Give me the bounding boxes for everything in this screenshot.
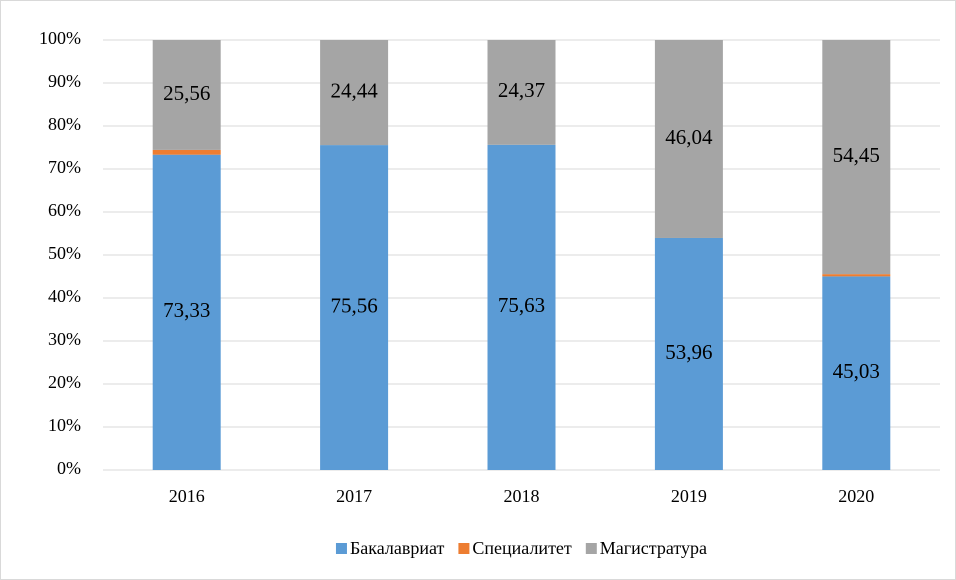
- data-label: 25,56: [163, 81, 210, 105]
- y-tick-label: 20%: [48, 372, 81, 392]
- data-label: 73,33: [163, 298, 210, 322]
- data-label: 46,04: [665, 125, 713, 149]
- x-tick-label: 2018: [504, 486, 540, 506]
- bar-segment: [654, 237, 723, 470]
- y-tick-label: 80%: [48, 114, 81, 134]
- x-tick-label: 2016: [169, 486, 205, 506]
- y-tick-label: 30%: [48, 329, 81, 349]
- y-tick-label: 40%: [48, 286, 81, 306]
- y-tick-label: 50%: [48, 243, 81, 263]
- data-label: 24,44: [330, 78, 378, 102]
- bar-segment: [822, 276, 891, 470]
- data-label: 54,45: [833, 143, 880, 167]
- legend-label: Магистратура: [600, 538, 707, 558]
- legend-swatch: [585, 543, 597, 554]
- bar-segment: [822, 40, 891, 275]
- y-tick-label: 0%: [57, 458, 81, 478]
- legend-swatch: [458, 543, 470, 554]
- x-tick-label: 2019: [671, 486, 707, 506]
- x-tick-label: 2017: [336, 486, 372, 506]
- bar-segment: [654, 40, 723, 238]
- legend-label: Специалитет: [472, 538, 572, 558]
- y-tick-label: 60%: [48, 200, 81, 220]
- bar-segment: [152, 154, 221, 470]
- bar-segment: [152, 40, 221, 150]
- legend-label: Бакалавриат: [350, 538, 445, 558]
- y-tick-label: 70%: [48, 157, 81, 177]
- y-tick-label: 10%: [48, 415, 81, 435]
- data-label: 53,96: [665, 340, 712, 364]
- bar-segment: [320, 40, 389, 146]
- y-tick-label: 100%: [39, 28, 81, 48]
- y-tick-label: 90%: [48, 71, 81, 91]
- bar-segment: [487, 144, 556, 470]
- x-tick-label: 2020: [838, 486, 874, 506]
- legend-swatch: [335, 543, 347, 554]
- data-label: 45,03: [833, 359, 880, 383]
- bar-segment: [487, 40, 556, 145]
- data-label: 24,37: [498, 78, 545, 102]
- data-label: 75,56: [330, 293, 377, 317]
- bar-segment: [822, 274, 891, 277]
- bar-segment: [320, 145, 389, 471]
- data-label: 75,63: [498, 293, 545, 317]
- bar-segment: [152, 149, 221, 155]
